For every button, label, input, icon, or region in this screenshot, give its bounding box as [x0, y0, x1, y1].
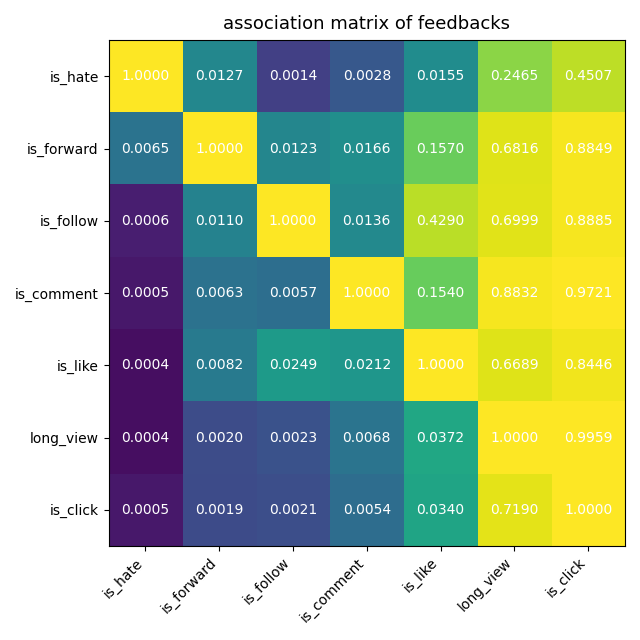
Text: 0.8832: 0.8832	[490, 286, 538, 300]
Text: 1.0000: 1.0000	[417, 358, 465, 372]
Text: 0.0249: 0.0249	[269, 358, 317, 372]
Text: 0.0021: 0.0021	[269, 503, 317, 517]
Text: 0.0372: 0.0372	[417, 431, 465, 445]
Text: 0.0166: 0.0166	[342, 141, 391, 156]
Text: 0.0340: 0.0340	[417, 503, 465, 517]
Text: 0.0019: 0.0019	[195, 503, 243, 517]
Text: 0.0065: 0.0065	[122, 141, 170, 156]
Text: 0.6689: 0.6689	[490, 358, 539, 372]
Text: 0.0057: 0.0057	[269, 286, 317, 300]
Text: 0.4507: 0.4507	[564, 69, 612, 83]
Text: 0.9959: 0.9959	[564, 431, 612, 445]
Text: 0.0068: 0.0068	[342, 431, 391, 445]
Text: 0.0123: 0.0123	[269, 141, 317, 156]
Text: 0.4290: 0.4290	[417, 214, 465, 228]
Text: 1.0000: 1.0000	[269, 214, 317, 228]
Text: 1.0000: 1.0000	[122, 69, 170, 83]
Text: 0.0014: 0.0014	[269, 69, 317, 83]
Text: 0.0155: 0.0155	[417, 69, 465, 83]
Text: 0.0054: 0.0054	[343, 503, 391, 517]
Text: 0.6816: 0.6816	[490, 141, 539, 156]
Text: 0.0005: 0.0005	[122, 286, 170, 300]
Text: 1.0000: 1.0000	[195, 141, 243, 156]
Text: 0.1540: 0.1540	[417, 286, 465, 300]
Text: 1.0000: 1.0000	[564, 503, 612, 517]
Text: 1.0000: 1.0000	[342, 286, 391, 300]
Text: 0.0212: 0.0212	[342, 358, 391, 372]
Text: 1.0000: 1.0000	[490, 431, 538, 445]
Text: 0.0005: 0.0005	[122, 503, 170, 517]
Text: 0.0063: 0.0063	[195, 286, 243, 300]
Text: 0.0006: 0.0006	[122, 214, 170, 228]
Text: 0.0004: 0.0004	[122, 431, 170, 445]
Text: 0.8446: 0.8446	[564, 358, 612, 372]
Text: 0.0110: 0.0110	[195, 214, 243, 228]
Text: 0.7190: 0.7190	[490, 503, 538, 517]
Text: 0.9721: 0.9721	[564, 286, 612, 300]
Text: 0.2465: 0.2465	[490, 69, 538, 83]
Title: association matrix of feedbacks: association matrix of feedbacks	[223, 15, 510, 33]
Text: 0.0127: 0.0127	[195, 69, 243, 83]
Text: 0.0028: 0.0028	[342, 69, 391, 83]
Text: 0.1570: 0.1570	[417, 141, 465, 156]
Text: 0.8849: 0.8849	[564, 141, 612, 156]
Text: 0.0004: 0.0004	[122, 358, 170, 372]
Text: 0.0136: 0.0136	[342, 214, 391, 228]
Text: 0.0023: 0.0023	[269, 431, 317, 445]
Text: 0.0082: 0.0082	[195, 358, 243, 372]
Text: 0.6999: 0.6999	[490, 214, 539, 228]
Text: 0.0020: 0.0020	[195, 431, 243, 445]
Text: 0.8885: 0.8885	[564, 214, 612, 228]
